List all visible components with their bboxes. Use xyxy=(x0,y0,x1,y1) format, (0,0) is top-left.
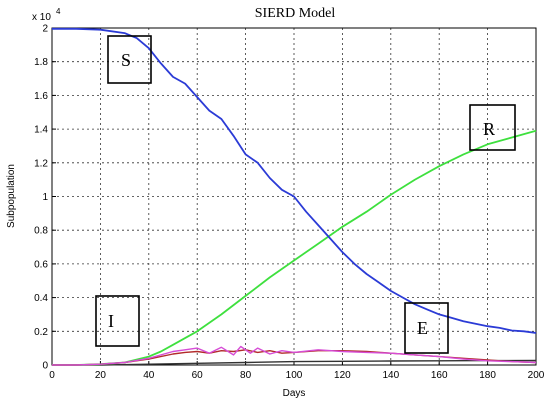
y-tick-label: 1.8 xyxy=(34,57,48,68)
x-tick-label: 20 xyxy=(95,370,107,381)
y-tick-labels: 0 0.2 0.4 0.6 0.8 1 1.2 1.4 1.6 1.8 2 xyxy=(34,24,56,372)
annotation-S: S xyxy=(107,35,152,84)
y-tick-label: 1.4 xyxy=(34,125,48,136)
annotation-I: I xyxy=(95,295,140,347)
annotation-R-label: R xyxy=(483,119,495,139)
x-tick-label: 120 xyxy=(334,370,351,381)
x-tick-label: 40 xyxy=(143,370,155,381)
y-multiplier-exponent: 4 xyxy=(56,7,61,16)
y-tick-label: 1 xyxy=(42,192,48,203)
x-tick-label: 100 xyxy=(286,370,303,381)
x-tick-label: 80 xyxy=(240,370,252,381)
y-tick-label: 0.8 xyxy=(34,226,48,237)
annotation-E: E xyxy=(404,302,449,354)
x-tick-label: 0 xyxy=(49,370,55,381)
x-tick-labels: 0 20 40 60 80 100 120 140 160 180 200 xyxy=(49,361,545,381)
x-tick-label: 140 xyxy=(382,370,399,381)
y-tick-label: 1.6 xyxy=(34,91,48,102)
x-tick-label: 180 xyxy=(479,370,496,381)
y-tick-label: 2 xyxy=(42,24,48,35)
y-tick-label: 0.6 xyxy=(34,259,48,270)
series-lines xyxy=(52,27,537,366)
grid xyxy=(52,28,536,365)
annotation-I-label: I xyxy=(108,311,114,331)
y-tick-label: 0 xyxy=(42,361,48,372)
annotation-E-label: E xyxy=(417,318,428,338)
x-axis-label: Days xyxy=(283,388,306,399)
annotation-R: R xyxy=(469,104,516,151)
annotation-S-label: S xyxy=(121,50,131,70)
y-tick-label: 0.4 xyxy=(34,293,48,304)
y-tick-label: 0.2 xyxy=(34,327,48,338)
x-tick-label: 60 xyxy=(192,370,204,381)
series-line-I xyxy=(52,345,537,366)
y-multiplier-label: x 10 xyxy=(32,12,51,23)
series-line-R xyxy=(52,129,537,366)
y-multiplier: x 10 4 xyxy=(32,7,61,23)
x-tick-label: 200 xyxy=(528,370,545,381)
x-tick-label: 160 xyxy=(431,370,448,381)
y-axis-label: Subpopulation xyxy=(6,164,17,228)
series-line-S xyxy=(52,27,537,334)
y-tick-label: 1.2 xyxy=(34,158,48,169)
series-line-D xyxy=(52,359,537,366)
chart-title: SIERD Model xyxy=(255,6,336,21)
